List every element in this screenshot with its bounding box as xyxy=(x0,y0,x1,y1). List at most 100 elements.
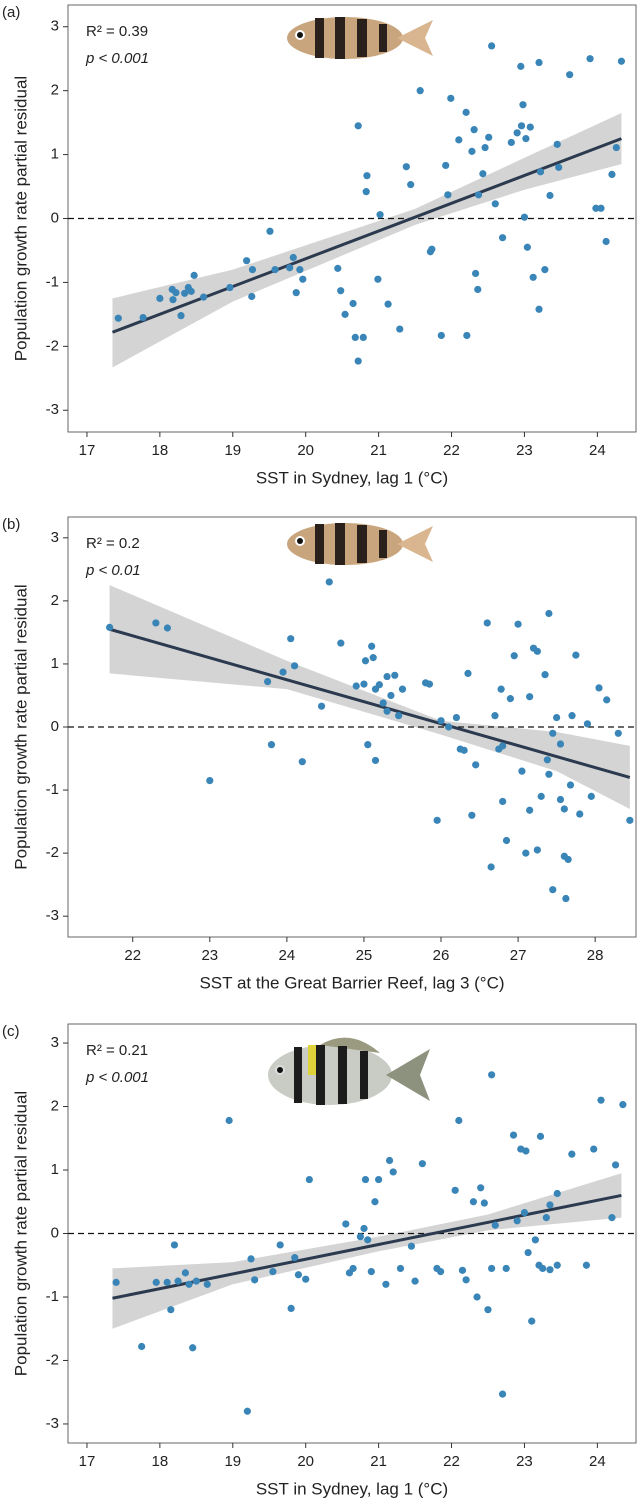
data-point xyxy=(299,275,307,283)
data-point xyxy=(337,287,345,295)
data-point xyxy=(294,1271,303,1279)
data-point xyxy=(553,1261,561,1269)
confidence-band xyxy=(112,1173,622,1329)
data-point xyxy=(174,1277,182,1285)
data-point xyxy=(290,662,299,670)
data-point xyxy=(477,1184,485,1192)
x-axis-title: SST in Sydney, lag 1 (°C) xyxy=(256,1479,448,1498)
data-point xyxy=(247,1255,255,1263)
panel-label: (c) xyxy=(2,1023,20,1040)
y-tick-label: 0 xyxy=(51,209,59,226)
data-point xyxy=(555,163,563,171)
data-point xyxy=(556,740,565,748)
data-point xyxy=(535,305,543,313)
data-point xyxy=(498,234,507,242)
data-point xyxy=(614,729,622,737)
data-point xyxy=(305,1175,313,1184)
data-point xyxy=(114,314,122,322)
data-point xyxy=(491,1221,499,1229)
y-tick-label: -1 xyxy=(46,781,59,798)
data-point xyxy=(451,1186,459,1194)
data-point xyxy=(470,126,478,134)
stat-annotation: p < 0.001 xyxy=(85,50,149,67)
data-point xyxy=(337,639,345,647)
data-point xyxy=(582,1261,591,1269)
data-point xyxy=(437,717,445,725)
x-tick-label: 27 xyxy=(510,947,527,964)
data-point xyxy=(572,651,580,659)
data-point xyxy=(152,1278,160,1286)
data-point xyxy=(499,742,507,750)
data-point xyxy=(317,702,326,710)
data-point xyxy=(287,1304,295,1313)
data-point xyxy=(385,1156,394,1165)
data-point xyxy=(546,191,554,200)
data-point xyxy=(545,770,553,778)
x-tick-label: 18 xyxy=(152,442,169,459)
x-axis-title: SST in Sydney, lag 1 (°C) xyxy=(256,468,448,487)
data-point xyxy=(334,264,342,272)
data-point xyxy=(106,623,114,631)
data-point xyxy=(360,680,368,688)
data-point xyxy=(455,1116,463,1125)
data-point xyxy=(546,1201,554,1209)
y-tick-label: -3 xyxy=(46,907,59,924)
data-point xyxy=(488,1071,496,1079)
data-point xyxy=(360,1224,368,1233)
data-point xyxy=(444,191,452,199)
stat-annotation: R² = 0.21 xyxy=(86,1042,148,1059)
data-point xyxy=(487,863,495,871)
data-point xyxy=(473,1293,481,1301)
y-tick-label: 1 xyxy=(51,655,59,672)
panel-label: (a) xyxy=(2,4,20,21)
x-tick-label: 22 xyxy=(443,1453,460,1470)
data-point xyxy=(549,729,557,737)
data-point xyxy=(138,1342,146,1351)
data-point xyxy=(471,269,480,278)
y-tick-label: 3 xyxy=(51,18,59,35)
fish-illustration xyxy=(268,1037,430,1105)
x-tick-label: 28 xyxy=(587,947,604,964)
data-point xyxy=(463,331,471,340)
data-point xyxy=(542,1214,550,1222)
data-point xyxy=(556,795,565,804)
data-point xyxy=(163,1278,171,1286)
data-point xyxy=(170,1241,179,1249)
data-point xyxy=(529,273,537,281)
data-point xyxy=(469,1198,478,1206)
data-point xyxy=(264,677,272,686)
data-point xyxy=(172,289,180,297)
data-point xyxy=(156,294,164,303)
data-point xyxy=(139,313,147,322)
data-point xyxy=(375,1175,383,1184)
data-point xyxy=(396,325,404,333)
data-point xyxy=(592,204,600,212)
data-point xyxy=(387,691,395,700)
y-axis-title: Population growth rate partial residual xyxy=(11,76,30,361)
data-point xyxy=(603,696,611,704)
fish-illustration xyxy=(287,523,433,565)
data-point xyxy=(389,1168,397,1176)
data-point xyxy=(181,1269,189,1277)
data-point xyxy=(526,693,534,701)
data-point xyxy=(296,266,304,274)
y-tick-label: -3 xyxy=(46,1415,59,1432)
x-tick-label: 17 xyxy=(79,442,96,459)
data-point xyxy=(226,283,234,292)
data-point xyxy=(361,657,370,665)
y-tick-label: 1 xyxy=(51,1161,59,1178)
data-point xyxy=(391,671,399,679)
data-point xyxy=(185,1280,193,1288)
data-point xyxy=(499,797,507,806)
data-point xyxy=(200,293,208,301)
x-tick-label: 26 xyxy=(433,947,450,964)
y-tick-label: 2 xyxy=(51,82,59,99)
data-point xyxy=(271,266,279,274)
data-point xyxy=(361,1175,370,1184)
data-point xyxy=(520,1208,529,1217)
data-point xyxy=(491,712,499,720)
data-point xyxy=(468,147,476,155)
data-point xyxy=(497,685,505,693)
data-point xyxy=(566,781,575,789)
data-point xyxy=(520,213,529,221)
